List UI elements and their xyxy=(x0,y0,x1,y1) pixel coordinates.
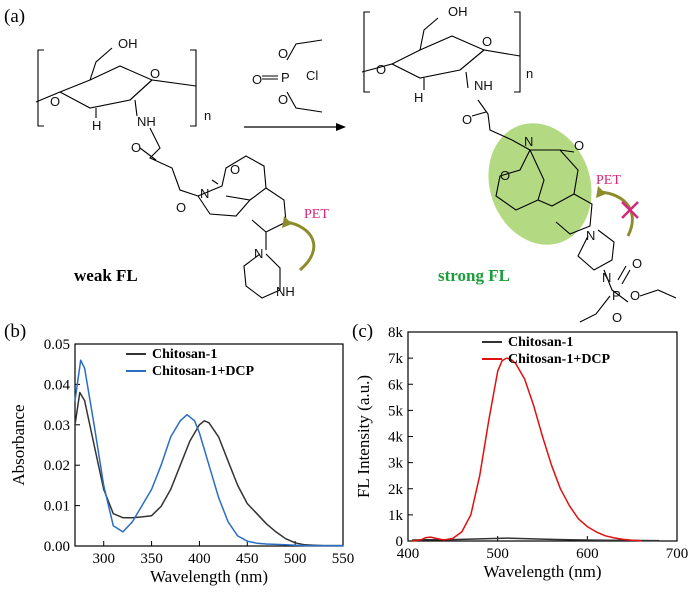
y-tick-label: 0.01 xyxy=(44,499,70,515)
n-subscript-left: n xyxy=(204,108,211,123)
y-tick-label: 0 xyxy=(396,534,404,550)
x-tick-label: 700 xyxy=(666,546,689,562)
phosphoryl-o: O xyxy=(632,256,642,271)
legend-label-2: Chitosan-1+DCP xyxy=(508,352,611,367)
reagent-o-bottom: O xyxy=(278,92,288,107)
pet-arrow-left xyxy=(285,220,316,272)
pip-n1-right: N xyxy=(586,228,595,243)
y-tick-label: 0.00 xyxy=(44,539,70,555)
x-tick-label: 450 xyxy=(236,551,259,567)
nh-label-left: NH xyxy=(137,114,156,129)
phosphorus-p: P xyxy=(612,288,621,303)
carbonyl-o-right: O xyxy=(462,112,472,127)
y-tick-label: 7k xyxy=(388,351,404,367)
panel-label-b: (b) xyxy=(4,321,26,342)
y-tick-label: 2k xyxy=(388,482,404,498)
series-line-2 xyxy=(74,359,343,547)
legend-label-2: Chitosan-1+DCP xyxy=(152,364,255,379)
absorbance-chart: 300 350 400 450 500 550 0.00 0.01 0.02 0.03 0.04 0.… xyxy=(9,337,354,586)
ethoxy-o1: O xyxy=(612,310,622,325)
reagent-p: P xyxy=(281,70,290,85)
pip-n-left: N xyxy=(254,246,263,261)
x-tick-label: 350 xyxy=(140,551,163,567)
pet-arrowhead-right xyxy=(596,186,606,198)
pip-nh-left: NH xyxy=(276,284,295,299)
y-tick-label: 0.05 xyxy=(44,337,70,353)
ring-o-label-left: O xyxy=(150,66,160,81)
y-tick-label: 0.04 xyxy=(44,377,71,393)
series-line-1 xyxy=(74,391,343,547)
series-line-2 xyxy=(412,357,642,542)
y-tick-label: 6k xyxy=(388,377,404,393)
y-tick-label: 8k xyxy=(388,325,404,341)
x-tick-label: 500 xyxy=(486,546,509,562)
reaction-arrowhead xyxy=(336,123,346,131)
fluorescence-chart: 400 500 600 700 0 1k 2k 3k 4k 5k 6k 7k 8k Wavelength … xyxy=(354,325,688,581)
o-label-left: O xyxy=(50,94,60,109)
pet-label-left: PET xyxy=(304,207,329,222)
imide-n-right: N xyxy=(524,134,533,149)
carbonyl-o-left: O xyxy=(131,140,141,155)
y-tick-label: 0.03 xyxy=(44,418,70,434)
panel-label-a: (a) xyxy=(4,6,25,27)
pet-arrow-right xyxy=(599,190,634,237)
y-tick-label: 0.02 xyxy=(44,458,70,474)
y-axis-label: FL Intensity (a.u.) xyxy=(354,375,373,498)
weak-fl-label: weak FL xyxy=(74,266,138,285)
fluorophore-highlight xyxy=(488,123,592,245)
x-tick-label: 400 xyxy=(188,551,211,567)
pet-label-right: PET xyxy=(596,173,621,188)
strong-fl-label: strong FL xyxy=(438,266,510,285)
reagent-o-double: O xyxy=(252,72,262,87)
h-label-left: H xyxy=(92,118,101,133)
y-tick-label: 3k xyxy=(388,456,404,472)
x-tick-label: 400 xyxy=(397,546,420,562)
series-line-1 xyxy=(412,537,660,542)
x-tick-label: 550 xyxy=(332,551,355,567)
y-axis-label: Absorbance xyxy=(9,404,28,485)
n-subscript-right: n xyxy=(526,66,533,81)
imide-n-left: N xyxy=(200,186,209,201)
nh-label-right: NH xyxy=(474,78,493,93)
y-tick-label: 4k xyxy=(388,430,404,446)
chitosan-1-structure xyxy=(35,47,287,299)
x-tick-label: 500 xyxy=(284,551,307,567)
panel-label-c: (c) xyxy=(352,321,373,342)
imide-o2-right: O xyxy=(574,138,584,153)
ethoxy-o2: O xyxy=(630,288,640,303)
x-axis-label: Wavelength (nm) xyxy=(150,567,268,586)
y-tick-label: 5k xyxy=(388,403,404,419)
pet-blocked-cross xyxy=(621,201,639,219)
plot-frame xyxy=(74,343,344,547)
y-tick-label: 1k xyxy=(388,508,404,524)
pet-arrowhead-left xyxy=(282,216,292,228)
imide-o1-right: O xyxy=(500,168,510,183)
product-structure xyxy=(361,11,677,323)
dcp-reagent xyxy=(262,39,323,113)
imide-o2-left: O xyxy=(230,162,240,177)
pip-n2-right: N xyxy=(602,270,611,285)
x-tick-label: 600 xyxy=(576,546,599,562)
x-axis-label: Wavelength (nm) xyxy=(483,562,601,581)
o-label-right: O xyxy=(376,62,386,77)
oh-label-right: OH xyxy=(448,4,468,19)
legend-label-1: Chitosan-1 xyxy=(508,335,573,350)
ring-o-label-right: O xyxy=(482,34,492,49)
reagent-o-top: O xyxy=(278,46,288,61)
legend-label-1: Chitosan-1 xyxy=(152,347,217,362)
x-tick-label: 300 xyxy=(92,551,115,567)
reaction-scheme: (a) OH O O H NH n O N O O N NH xyxy=(4,4,677,325)
h-label-right: H xyxy=(414,90,423,105)
oh-label-left: OH xyxy=(118,36,138,51)
reagent-cl: Cl xyxy=(306,68,318,83)
imide-o1-left: O xyxy=(176,200,186,215)
